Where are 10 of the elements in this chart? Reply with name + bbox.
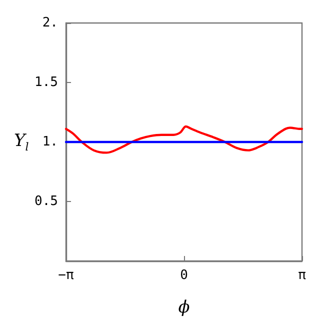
- x-tick-label: −π: [58, 268, 74, 283]
- y-tick-label: 2.: [42, 16, 58, 30]
- x-axis-title: ϕ: [178, 298, 190, 318]
- y-tick-label: 1.: [42, 134, 58, 150]
- line-series: [64, 125, 304, 154]
- y-axis-title: Y$_{l}$: [14, 131, 29, 154]
- y-tick-label: 1.5: [34, 75, 58, 90]
- x-tick-label: 0: [180, 268, 188, 283]
- y-tick-label: 0.5: [34, 194, 58, 209]
- x-tick-label: π: [298, 268, 306, 283]
